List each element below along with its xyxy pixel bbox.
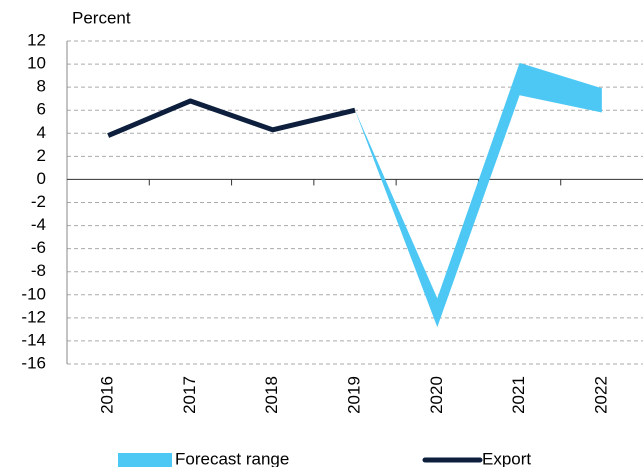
x-tick-label: 2017: [180, 376, 199, 414]
y-tick-label: 12: [27, 30, 46, 49]
y-tick-label: -2: [31, 192, 46, 211]
x-tick-label: 2020: [427, 376, 446, 414]
y-tick-label: -4: [31, 215, 46, 234]
y-axis-label: Percent: [72, 8, 131, 27]
x-tick-label: 2022: [591, 376, 610, 414]
x-tick-label: 2018: [262, 376, 281, 414]
y-tick-label: 2: [37, 146, 46, 165]
legend-label: Export: [482, 449, 531, 467]
export-line: [107, 98, 356, 138]
y-tick-label: -16: [21, 353, 46, 372]
y-tick-label: -10: [21, 284, 46, 303]
x-tick-label: 2021: [509, 376, 528, 414]
y-tick-label: -12: [21, 307, 46, 326]
y-tick-label: 0: [37, 169, 46, 188]
legend-swatch: [118, 453, 172, 467]
y-tick-label: 10: [27, 54, 46, 73]
y-tick-label: -14: [21, 330, 46, 349]
y-tick-label: 4: [37, 123, 46, 142]
y-tick-label: 6: [37, 100, 46, 119]
x-tick-label: 2016: [98, 376, 117, 414]
y-tick-label: 8: [37, 77, 46, 96]
legend-label: Forecast range: [175, 449, 289, 467]
forecast-range: [355, 62, 602, 328]
x-tick-label: 2019: [344, 376, 363, 414]
y-tick-label: -8: [31, 261, 46, 280]
y-tick-label: -6: [31, 238, 46, 257]
